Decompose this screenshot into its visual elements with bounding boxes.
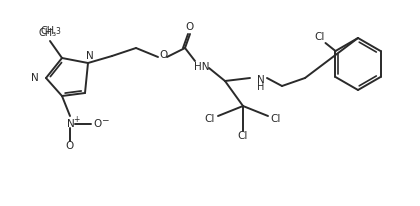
Text: O: O [159,50,167,60]
Text: O: O [66,141,74,151]
Text: 3: 3 [55,27,60,35]
Text: H: H [257,82,265,92]
Text: CH: CH [41,26,55,36]
Text: O: O [186,22,194,32]
Text: +: + [73,115,79,124]
Text: Cl: Cl [271,114,281,124]
Text: −: − [101,116,109,124]
Text: CH₃: CH₃ [39,28,57,38]
Text: N: N [31,73,39,83]
Text: N: N [67,119,75,129]
Text: Cl: Cl [238,131,248,141]
Text: HN: HN [194,62,210,72]
Text: O: O [94,119,102,129]
Text: Cl: Cl [314,32,325,42]
Text: N: N [86,51,94,61]
Text: N: N [257,75,265,85]
Text: Cl: Cl [205,114,215,124]
